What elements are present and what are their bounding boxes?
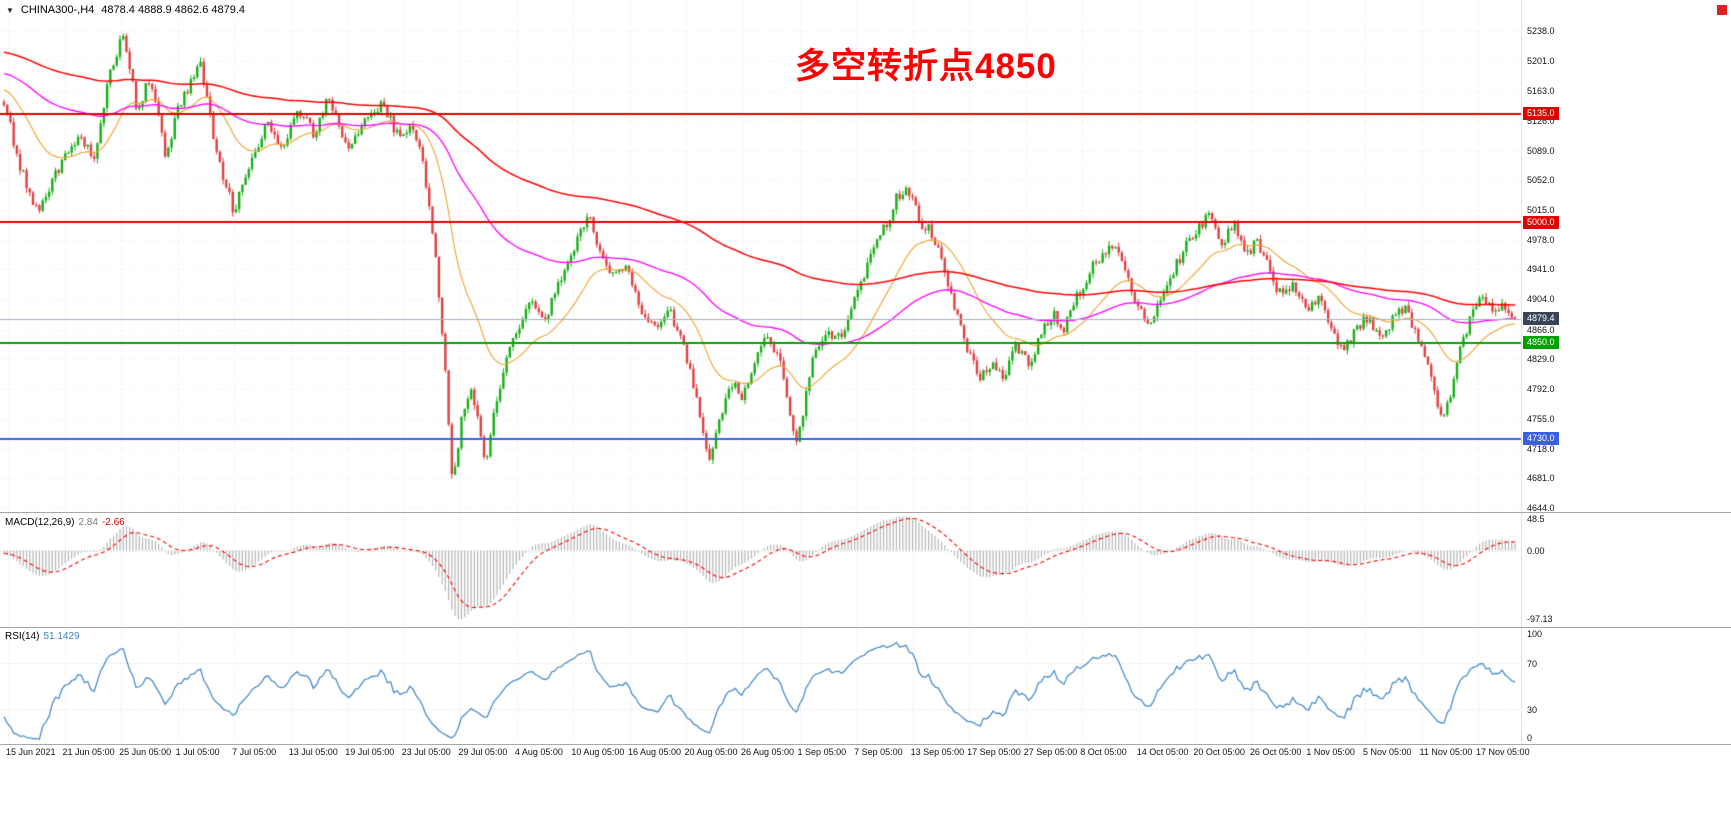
time-axis-label: 25 Jun 05:00 bbox=[119, 747, 172, 757]
panel-divider-macd-rsi[interactable] bbox=[0, 627, 1731, 628]
price-axis-separator bbox=[1521, 0, 1522, 744]
level-price-tag: 5000.0 bbox=[1523, 215, 1559, 229]
level-price-tag: 4730.0 bbox=[1523, 432, 1559, 446]
price-axis-tick: 5052.0 bbox=[1527, 175, 1555, 186]
time-axis-label: 1 Jul 05:00 bbox=[175, 747, 220, 757]
rsi-value: 51.1429 bbox=[43, 631, 80, 642]
rsi-axis-tick: 70 bbox=[1527, 658, 1538, 669]
time-axis-label: 29 Jul 05:00 bbox=[458, 747, 508, 757]
symbol-timeframe: CHINA300-,H4 bbox=[20, 4, 95, 16]
macd-signal-value: -2.66 bbox=[101, 517, 125, 528]
time-axis-label: 5 Nov 05:00 bbox=[1362, 747, 1412, 757]
price-axis-tick: 4644.0 bbox=[1527, 502, 1555, 513]
price-axis-tick: 5201.0 bbox=[1527, 55, 1555, 66]
rsi-axis-tick: 0 bbox=[1527, 733, 1533, 743]
time-axis-label: 13 Jul 05:00 bbox=[288, 747, 338, 757]
price-axis-tick: 5015.0 bbox=[1527, 205, 1555, 216]
time-axis-line bbox=[0, 744, 1731, 745]
price-axis-tick: 4681.0 bbox=[1527, 473, 1555, 484]
price-axis-tick: 4866.0 bbox=[1527, 324, 1555, 335]
time-axis-label: 15 Jun 2021 bbox=[6, 747, 56, 757]
ohlc-readout: 4878.4 4888.9 4862.6 4879.4 bbox=[101, 4, 246, 16]
time-axis-label: 11 Nov 05:00 bbox=[1419, 747, 1473, 757]
level-price-tag: 4850.0 bbox=[1523, 336, 1559, 350]
macd-name: MACD(12,26,9) bbox=[5, 517, 75, 528]
time-axis-label: 4 Aug 05:00 bbox=[514, 747, 563, 757]
time-axis-label: 26 Oct 05:00 bbox=[1249, 747, 1302, 757]
time-axis-label: 23 Jul 05:00 bbox=[401, 747, 451, 757]
time-axis-label: 1 Sep 05:00 bbox=[797, 747, 847, 757]
price-axis-tick: 4792.0 bbox=[1527, 384, 1555, 395]
time-axis-label: 20 Aug 05:00 bbox=[684, 747, 738, 757]
macd-axis-tick: -97.13 bbox=[1527, 614, 1553, 625]
price-axis-tick: 4755.0 bbox=[1527, 413, 1555, 424]
price-axis-tick: 4718.0 bbox=[1527, 443, 1555, 454]
price-axis-tick: 4829.0 bbox=[1527, 354, 1555, 365]
time-axis-label: 21 Jun 05:00 bbox=[62, 747, 115, 757]
price-axis[interactable]: 5238.0 5201.0 5163.0 5126.0 5089.0 5052.0 5015… bbox=[1522, 0, 1731, 744]
time-axis-label: 7 Sep 05:00 bbox=[854, 747, 903, 757]
collapse-arrow-icon[interactable]: ▼ bbox=[6, 6, 14, 15]
chart-header: ▼ CHINA300-,H4 4878.4 4888.9 4862.6 4879.4 bbox=[6, 4, 252, 16]
price-axis-tick: 5089.0 bbox=[1527, 145, 1555, 156]
rsi-name: RSI(14) bbox=[5, 631, 40, 642]
price-axis-tick: 4904.0 bbox=[1527, 294, 1555, 305]
level-price-tag: 5135.0 bbox=[1523, 107, 1559, 121]
time-axis-label: 26 Aug 05:00 bbox=[741, 747, 795, 757]
price-axis-tick: 5163.0 bbox=[1527, 86, 1555, 97]
rsi-indicator-label: RSI(14) 51.1429 bbox=[5, 631, 84, 642]
price-axis-tick: 4978.0 bbox=[1527, 234, 1555, 245]
rsi-axis-tick: 30 bbox=[1527, 705, 1538, 716]
price-axis-tick: 5126.0 bbox=[1527, 115, 1555, 126]
time-axis[interactable]: 15 Jun 2021 21 Jun 05:00 25 Jun 05:00 1 Jul… bbox=[0, 746, 1731, 764]
panel-divider-main-macd[interactable] bbox=[0, 512, 1731, 513]
time-axis-label: 19 Jul 05:00 bbox=[345, 747, 395, 757]
macd-indicator-label: MACD(12,26,9) 2.84 -2.66 bbox=[5, 517, 129, 528]
time-axis-label: 27 Sep 05:00 bbox=[1023, 747, 1078, 757]
time-axis-label: 10 Aug 05:00 bbox=[571, 747, 625, 757]
time-axis-label: 1 Nov 05:00 bbox=[1306, 747, 1355, 757]
annotation-text[interactable]: 多空转折点4850 bbox=[795, 47, 1057, 86]
time-axis-label: 14 Oct 05:00 bbox=[1136, 747, 1189, 757]
price-axis-tick: 4941.0 bbox=[1527, 264, 1555, 275]
macd-axis-tick: 48.5 bbox=[1527, 514, 1545, 524]
time-axis-label: 20 Oct 05:00 bbox=[1193, 747, 1245, 757]
time-axis-label: 7 Jul 05:00 bbox=[232, 747, 277, 757]
time-axis-label: 16 Aug 05:00 bbox=[627, 747, 681, 757]
time-axis-label: 17 Nov 05:00 bbox=[1476, 747, 1530, 757]
time-axis-label: 13 Sep 05:00 bbox=[910, 747, 965, 757]
time-axis-label: 17 Sep 05:00 bbox=[967, 747, 1021, 757]
macd-value: 2.84 bbox=[78, 517, 98, 528]
time-axis-label: 8 Oct 05:00 bbox=[1080, 747, 1127, 757]
macd-axis-tick: 0.00 bbox=[1527, 545, 1545, 556]
rsi-axis-tick: 100 bbox=[1527, 629, 1543, 639]
current-price-tag: 4879.4 bbox=[1523, 312, 1559, 326]
price-axis-tick: 5238.0 bbox=[1527, 25, 1555, 36]
corner-marker bbox=[1717, 5, 1727, 15]
